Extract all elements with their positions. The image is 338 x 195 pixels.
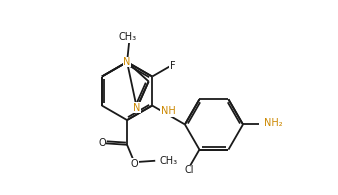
Text: O: O — [98, 138, 106, 148]
Text: N: N — [133, 103, 141, 113]
Text: F: F — [170, 61, 175, 71]
Text: CH₃: CH₃ — [159, 156, 177, 166]
Text: CH₃: CH₃ — [119, 32, 137, 43]
Text: Cl: Cl — [185, 165, 194, 175]
Text: O: O — [130, 159, 138, 169]
Text: NH₂: NH₂ — [264, 118, 283, 128]
Text: NH: NH — [161, 106, 175, 116]
Text: N: N — [123, 57, 131, 67]
